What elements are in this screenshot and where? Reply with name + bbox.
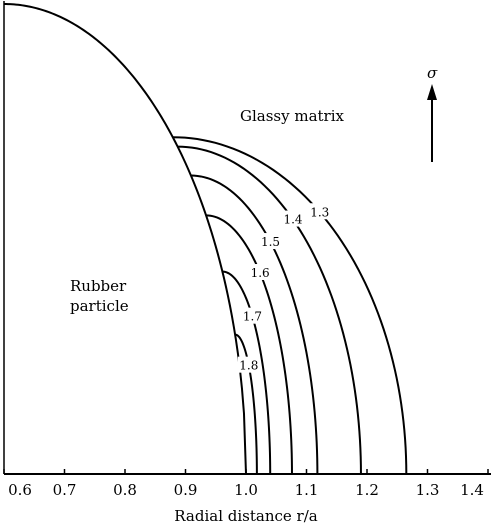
x-tick-label: 0.6	[8, 481, 32, 499]
contour-label-background	[249, 264, 272, 281]
rubber-label: Rubber	[70, 277, 127, 295]
x-tick-label: 1.1	[295, 481, 319, 499]
contour-curve-1-7	[222, 270, 272, 475]
contour-label-background	[241, 307, 264, 324]
contour-label-1-5: 1.5	[261, 235, 280, 249]
x-tick-label: 0.7	[53, 481, 77, 499]
x-tick-group: 0.6 0.7 0.8 0.9 1.0 1.1 1.2 1.3 1.4	[3, 469, 489, 499]
contour-curve-1-4	[177, 145, 362, 475]
contour-label-group: 1.3 1.41.5 1.6 1.7 1.8	[237, 203, 331, 373]
x-tick-label: 1.3	[416, 481, 440, 499]
particle-label: particle	[70, 297, 129, 315]
contour-curve-1-5	[190, 174, 319, 475]
x-tick-label: 0.8	[113, 481, 137, 499]
contour-curve-1-3	[172, 136, 408, 475]
contour-curve-1-8	[235, 333, 258, 475]
contour-label-background	[237, 356, 260, 373]
glassy-matrix-label: Glassy matrix	[240, 107, 345, 125]
contour-label-1-4: 1.4	[283, 213, 302, 227]
contour-label-background	[259, 233, 282, 250]
x-tick-label: 1.0	[234, 481, 258, 499]
contour-label-background	[281, 210, 304, 227]
contour-label-1-3: 1.3	[310, 205, 329, 219]
contour-curves	[3, 3, 408, 475]
particle-boundary-curve	[3, 3, 247, 475]
contour-label-background	[308, 203, 331, 220]
contour-curve-1-6	[206, 214, 293, 475]
contour-label-1-8: 1.8	[239, 359, 258, 373]
sigma-label: σ	[427, 64, 438, 82]
contour-label-1-6: 1.6	[251, 266, 270, 280]
x-tick-label: 1.2	[355, 481, 379, 499]
x-tick-label: 0.9	[174, 481, 198, 499]
x-axis-title: Radial distance r/a	[174, 507, 317, 525]
stress-arrow-icon	[427, 84, 437, 100]
contour-label-1-7: 1.7	[243, 310, 262, 324]
x-tick-label: 1.4	[460, 481, 484, 499]
